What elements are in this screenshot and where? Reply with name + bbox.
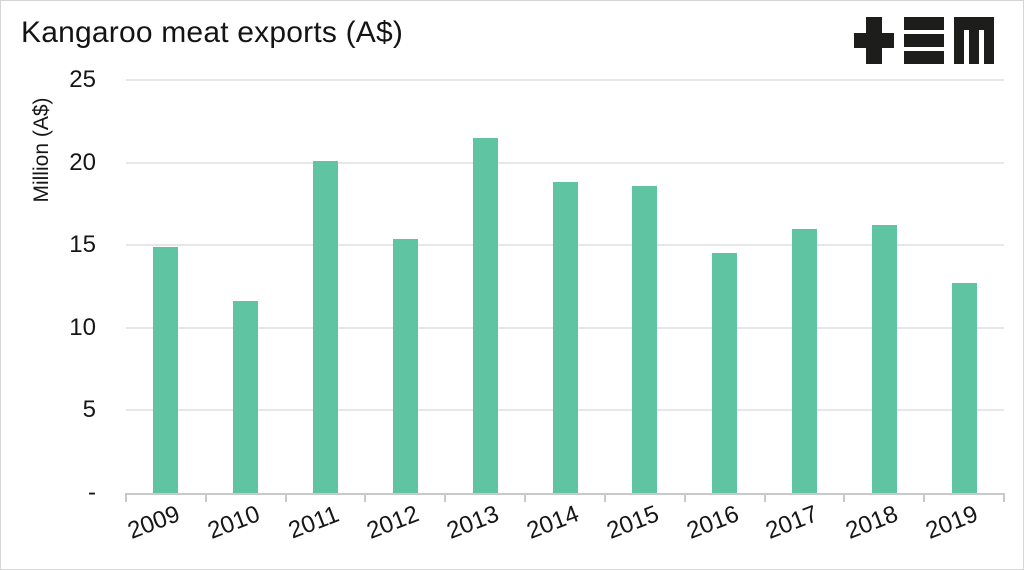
x-tick-label-2011: 2011 [284, 500, 343, 545]
x-tick-label-2019: 2019 [922, 500, 982, 545]
y-tick-label-5: 5 [82, 396, 96, 424]
bar-2011 [313, 161, 339, 493]
x-axis-tick [204, 493, 207, 502]
x-axis-tick [125, 493, 127, 502]
bar-2013 [472, 138, 498, 493]
x-tick-label-2009: 2009 [123, 500, 184, 545]
x-tick-label-2010: 2010 [203, 500, 264, 545]
bar-2018 [871, 225, 897, 493]
y-tick-label-20: 20 [69, 148, 96, 176]
x-axis-tick [524, 493, 527, 502]
plus-icon [854, 17, 894, 64]
x-axis-tick [763, 493, 766, 502]
bar-2014 [552, 182, 578, 493]
x-tick-label-2018: 2018 [842, 500, 902, 545]
tem-logo [854, 17, 994, 64]
three-bars-icon [904, 17, 944, 64]
x-axis-tick [444, 493, 447, 502]
x-axis-tick [603, 493, 606, 502]
bar-2016 [712, 253, 738, 493]
y-tick-label-10: 10 [69, 313, 96, 341]
bar-2015 [632, 186, 658, 493]
gridline-20 [126, 161, 1004, 164]
chart-title: Kangaroo meat exports (A$) [21, 16, 404, 49]
x-tick-label-2016: 2016 [682, 500, 743, 545]
bar-2012 [392, 239, 418, 493]
x-tick-label-2014: 2014 [523, 500, 583, 545]
bar-2009 [153, 247, 179, 493]
bar-2019 [951, 283, 977, 493]
x-axis-tick [284, 493, 287, 502]
x-tick-label-2015: 2015 [602, 500, 663, 545]
x-tick-label-2013: 2013 [443, 500, 503, 545]
x-axis-tick [364, 493, 367, 502]
y-tick-label-25: 25 [69, 66, 96, 93]
x-tick-label-2012: 2012 [363, 500, 423, 545]
x-axis-tick [1003, 493, 1005, 502]
x-axis-line [126, 493, 1004, 495]
bar-2010 [233, 301, 259, 493]
block-m-icon [954, 17, 994, 64]
gridline-25 [126, 79, 1004, 81]
y-tick-label-0: - [88, 479, 96, 506]
y-tick-label-15: 15 [69, 231, 96, 259]
bar-2017 [791, 229, 817, 493]
x-tick-label-2017: 2017 [762, 500, 823, 545]
x-axis-tick [923, 493, 926, 502]
x-axis-tick [843, 493, 846, 502]
x-axis-tick [683, 493, 686, 502]
